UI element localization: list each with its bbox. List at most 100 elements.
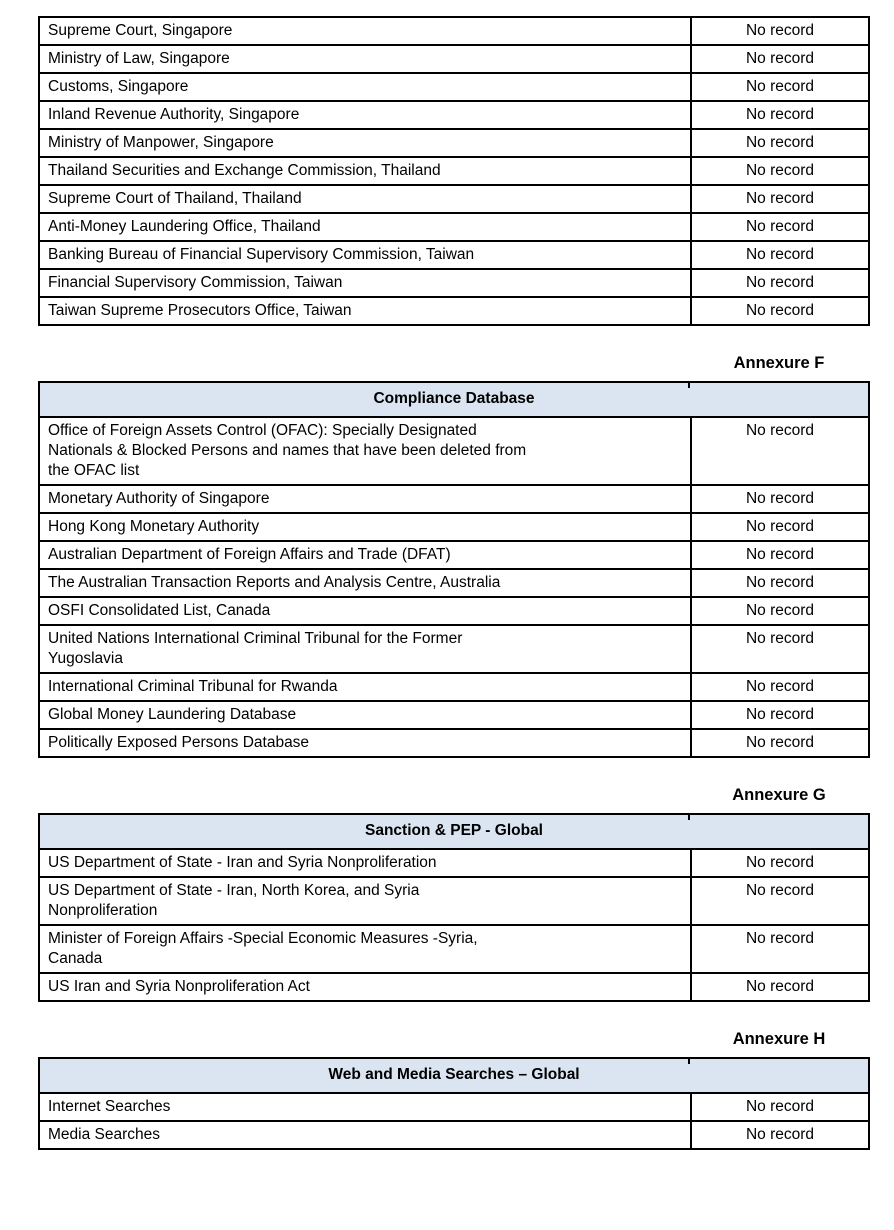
table-row: US Department of State - Iran, North Kor… [38, 876, 870, 926]
search-result-cell: No record [690, 728, 870, 758]
table-row: Ministry of Law, Singapore No record [38, 44, 870, 74]
search-result-cell: No record [690, 624, 870, 674]
source-name-cell: Global Money Laundering Database [38, 700, 692, 730]
search-result-cell: No record [690, 212, 870, 242]
table-header-row: Web and Media Searches – Global [38, 1057, 870, 1094]
search-result-cell: No record [690, 672, 870, 702]
annexure-sections-container: Supreme Court, Singapore No record Ministr… [0, 16, 894, 1150]
table-row: US Department of State - Iran and Syria … [38, 848, 870, 878]
table-title: Compliance Database [38, 381, 870, 418]
source-name-cell: Politically Exposed Persons Database [38, 728, 692, 758]
search-result-cell: No record [690, 44, 870, 74]
source-name-cell: United Nations International Criminal Tr… [38, 624, 692, 674]
annexure-label: Annexure F [733, 354, 825, 372]
table-row: Hong Kong Monetary Authority No record [38, 512, 870, 542]
table-row: Financial Supervisory Commission, Taiwan… [38, 268, 870, 298]
table-row: OSFI Consolidated List, Canada No record [38, 596, 870, 626]
section-regulatory-sources-continued: Supreme Court, Singapore No record Ministr… [0, 16, 894, 326]
table-row: Supreme Court of Thailand, Thailand No re… [38, 184, 870, 214]
table-row: Office of Foreign Assets Control (OFAC):… [38, 416, 870, 486]
source-name-cell: Hong Kong Monetary Authority [38, 512, 692, 542]
search-result-cell: No record [690, 876, 870, 926]
table-row: US Iran and Syria Nonproliferation Act No… [38, 972, 870, 1002]
table-row: The Australian Transaction Reports and A… [38, 568, 870, 598]
search-result-cell: No record [690, 128, 870, 158]
source-name-cell: Media Searches [38, 1120, 692, 1150]
table-row: Customs, Singapore No record [38, 72, 870, 102]
search-result-cell: No record [690, 100, 870, 130]
table-row: Banking Bureau of Financial Supervisory … [38, 240, 870, 270]
table-row: Politically Exposed Persons Database No r… [38, 728, 870, 758]
source-name-cell: Ministry of Law, Singapore [38, 44, 692, 74]
search-result-cell: No record [690, 240, 870, 270]
table-title: Web and Media Searches – Global [38, 1057, 870, 1094]
source-name-cell: Thailand Securities and Exchange Commiss… [38, 156, 692, 186]
table-row: Global Money Laundering Database No recor… [38, 700, 870, 730]
table-row: Thailand Securities and Exchange Commiss… [38, 156, 870, 186]
table-header-row: Compliance Database [38, 381, 870, 418]
source-name-cell: Supreme Court of Thailand, Thailand [38, 184, 692, 214]
source-name-cell: Minister of Foreign Affairs -Special Eco… [38, 924, 692, 974]
search-result-cell: No record [690, 596, 870, 626]
source-name-cell: Internet Searches [38, 1092, 692, 1122]
table-row: United Nations International Criminal Tr… [38, 624, 870, 674]
source-name-cell: Customs, Singapore [38, 72, 692, 102]
source-name-cell: Ministry of Manpower, Singapore [38, 128, 692, 158]
search-result-cell: No record [690, 416, 870, 486]
source-name-cell: Office of Foreign Assets Control (OFAC):… [38, 416, 692, 486]
source-name-cell: Australian Department of Foreign Affairs… [38, 540, 692, 570]
source-name-cell: Inland Revenue Authority, Singapore [38, 100, 692, 130]
source-name-cell: Monetary Authority of Singapore [38, 484, 692, 514]
table-row: Anti-Money Laundering Office, Thailand No… [38, 212, 870, 242]
source-name-cell: US Department of State - Iran, North Kor… [38, 876, 692, 926]
section-web-and-media-searches-global: Annexure H Web and Media Searches – Globa… [0, 1029, 894, 1150]
search-result-cell: No record [690, 700, 870, 730]
search-result-cell: No record [690, 72, 870, 102]
source-name-cell: Taiwan Supreme Prosecutors Office, Taiwa… [38, 296, 692, 326]
search-result-cell: No record [690, 848, 870, 878]
search-result-cell: No record [690, 1092, 870, 1122]
table-row: Australian Department of Foreign Affairs… [38, 540, 870, 570]
source-name-cell: OSFI Consolidated List, Canada [38, 596, 692, 626]
search-result-cell: No record [690, 156, 870, 186]
table-row: Ministry of Manpower, Singapore No record [38, 128, 870, 158]
search-result-cell: No record [690, 484, 870, 514]
table-row: Media Searches No record [38, 1120, 870, 1150]
section-sanction-pep-global: Annexure G Sanction & PEP - Global US Depa… [0, 785, 894, 1002]
source-name-cell: US Department of State - Iran and Syria … [38, 848, 692, 878]
table-row: International Criminal Tribunal for Rwan… [38, 672, 870, 702]
annexure-label: Annexure H [732, 1030, 826, 1048]
compliance-database-table: Compliance Database Office of Foreign Ass… [38, 381, 870, 758]
search-result-cell: No record [690, 296, 870, 326]
search-result-cell: No record [690, 268, 870, 298]
search-result-cell: No record [690, 16, 870, 46]
table-row: Minister of Foreign Affairs -Special Eco… [38, 924, 870, 974]
sanction-pep-global-table: Sanction & PEP - Global US Department of … [38, 813, 870, 1002]
search-result-cell: No record [690, 972, 870, 1002]
source-name-cell: Financial Supervisory Commission, Taiwan [38, 268, 692, 298]
web-and-media-searches-global-table: Web and Media Searches – Global Internet … [38, 1057, 870, 1150]
annexure-label: Annexure G [732, 786, 826, 804]
search-result-cell: No record [690, 512, 870, 542]
table-row: Inland Revenue Authority, Singapore No re… [38, 100, 870, 130]
table-row: Taiwan Supreme Prosecutors Office, Taiwa… [38, 296, 870, 326]
search-result-cell: No record [690, 568, 870, 598]
source-name-cell: International Criminal Tribunal for Rwan… [38, 672, 692, 702]
source-name-cell: The Australian Transaction Reports and A… [38, 568, 692, 598]
regulatory-sources-continued-table: Supreme Court, Singapore No record Ministr… [38, 16, 870, 326]
source-name-cell: Anti-Money Laundering Office, Thailand [38, 212, 692, 242]
table-row: Supreme Court, Singapore No record [38, 16, 870, 46]
source-name-cell: Supreme Court, Singapore [38, 16, 692, 46]
table-row: Internet Searches No record [38, 1092, 870, 1122]
source-name-cell: US Iran and Syria Nonproliferation Act [38, 972, 692, 1002]
source-name-cell: Banking Bureau of Financial Supervisory … [38, 240, 692, 270]
table-title: Sanction & PEP - Global [38, 813, 870, 850]
search-result-cell: No record [690, 1120, 870, 1150]
table-header-row: Sanction & PEP - Global [38, 813, 870, 850]
table-row: Monetary Authority of Singapore No record [38, 484, 870, 514]
section-compliance-database: Annexure F Compliance Database Office of F… [0, 353, 894, 758]
search-result-cell: No record [690, 540, 870, 570]
search-result-cell: No record [690, 924, 870, 974]
search-result-cell: No record [690, 184, 870, 214]
